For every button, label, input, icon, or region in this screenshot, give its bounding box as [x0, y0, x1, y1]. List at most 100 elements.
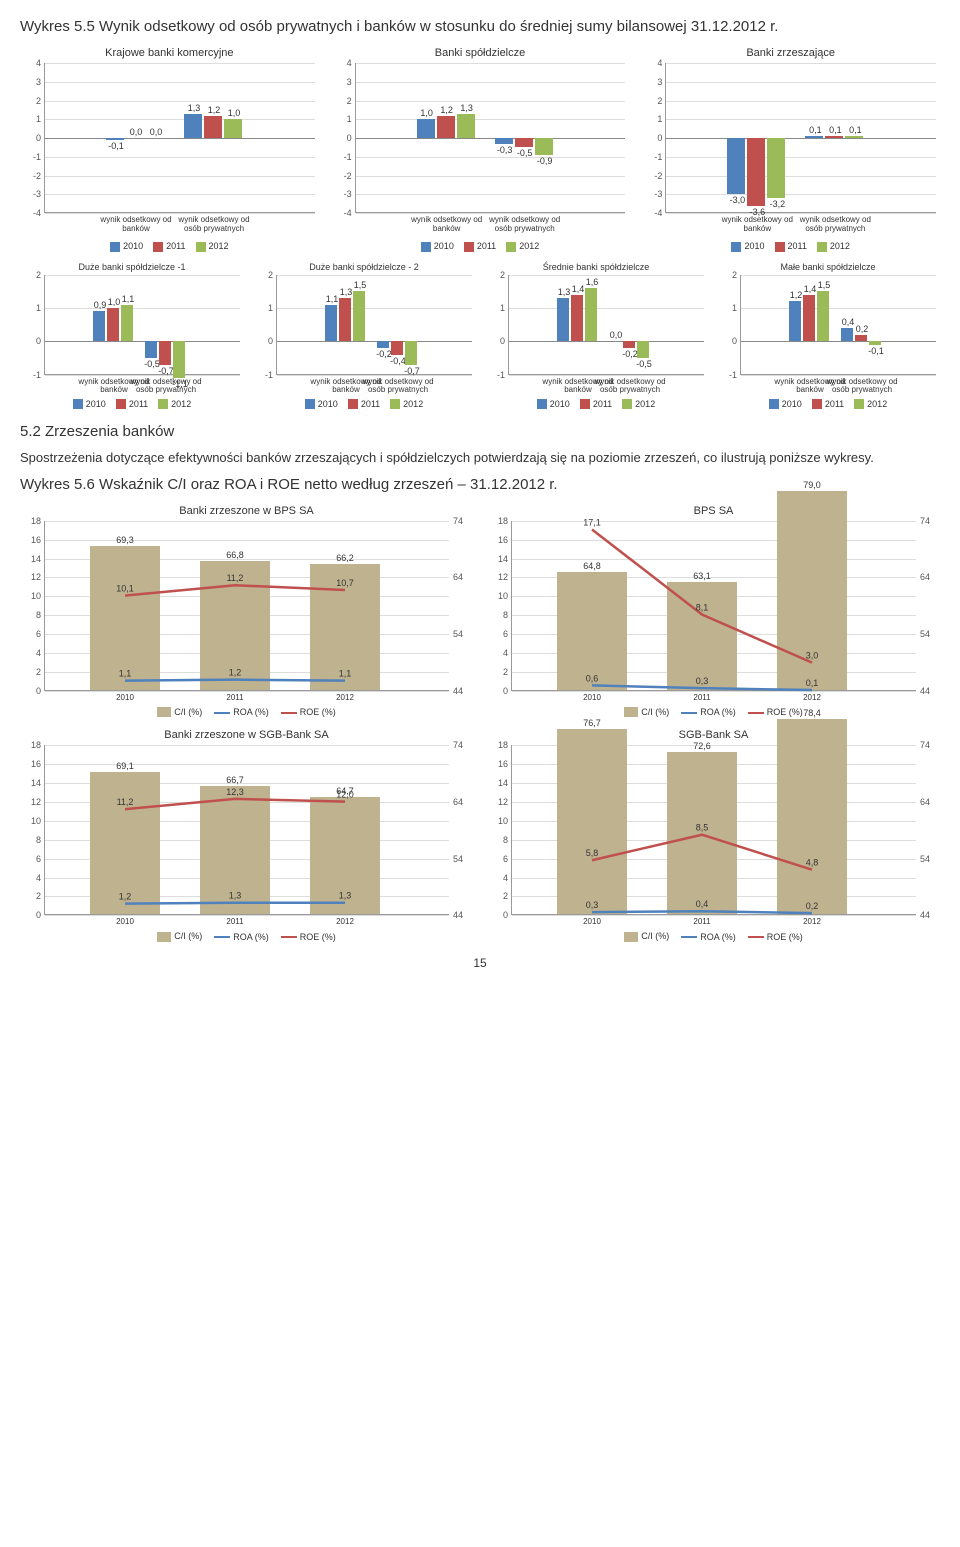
chart-title: Krajowe banki komercyjne — [20, 47, 319, 59]
roa-line — [592, 912, 812, 914]
x-category-label: wynik odsetkowy od osób prywatnych — [126, 378, 206, 396]
chart-title: Średnie banki spółdzielcze — [484, 262, 708, 272]
roe-line-value: 5,8 — [586, 849, 599, 859]
roa-line-value: 0,4 — [696, 900, 709, 910]
wykres-5-6-title: Wykres 5.6 Wskaźnik C/I oraz ROA i ROE n… — [20, 476, 940, 493]
bar — [585, 288, 597, 341]
bar — [571, 295, 583, 342]
roa-line-value: 0,3 — [696, 676, 709, 686]
roe-line — [125, 585, 345, 595]
bar — [845, 136, 863, 138]
bar — [405, 341, 417, 364]
bar — [457, 114, 475, 138]
bar — [637, 341, 649, 358]
bar-value-label: -0,7 — [158, 366, 174, 376]
chart-title: Duże banki spółdzielcze - 2 — [252, 262, 476, 272]
bar-value-label: 1,0 — [420, 108, 433, 118]
section-5-2-heading: 5.2 Zrzeszenia banków — [20, 423, 940, 440]
bar — [515, 138, 533, 147]
year-label: 2011 — [195, 918, 275, 927]
bar — [353, 291, 365, 341]
bar-value-label: 1,2 — [790, 290, 803, 300]
bar-value-label: 1,6 — [586, 277, 599, 287]
bar-value-label: -0,1 — [108, 141, 124, 151]
year-label: 2011 — [662, 918, 742, 927]
bar — [855, 335, 867, 342]
ci-value-label: 79,0 — [803, 480, 821, 490]
roa-line-value: 1,3 — [229, 891, 242, 901]
roe-line-value: 11,2 — [117, 798, 134, 808]
year-legend: 201020112012 — [716, 399, 940, 410]
bar — [224, 119, 242, 138]
combo-legend: C/I (%)ROA (%)ROE (%) — [487, 931, 940, 942]
roe-line-value: 8,5 — [696, 823, 709, 833]
roe-line — [592, 529, 812, 662]
bar-value-label: -3,2 — [770, 199, 786, 209]
bar-value-label: -0,4 — [390, 356, 406, 366]
bar — [767, 138, 785, 198]
roa-line-value: 0,6 — [586, 673, 599, 683]
roa-line-value: 0,3 — [586, 901, 599, 911]
bar-value-label: -0,5 — [517, 148, 533, 158]
bar — [535, 138, 553, 155]
bar — [173, 341, 185, 378]
x-category-label: wynik odsetkowy od osób prywatnych — [822, 378, 902, 396]
chart-title: Banki spółdzielcze — [331, 47, 630, 59]
year-label: 2010 — [85, 918, 165, 927]
x-category-label: wynik odsetkowy od banków — [407, 216, 487, 234]
bar-value-label: 1,2 — [440, 105, 453, 115]
row3-container: Krajowe banki komercyjne-4-3-2-101234-0,… — [20, 47, 940, 252]
page-number: 15 — [20, 956, 940, 970]
bar-value-label: 1,0 — [228, 108, 241, 118]
bar-value-label: 1,4 — [804, 284, 817, 294]
bar-value-label: 1,5 — [354, 280, 367, 290]
roe-line-value: 11,2 — [227, 573, 244, 583]
year-label: 2012 — [772, 694, 852, 703]
bar-value-label: -0,9 — [537, 156, 553, 166]
chart-title: Banki zrzeszone w SGB-Bank SA — [20, 729, 473, 741]
bar-value-label: -0,7 — [404, 366, 420, 376]
bar — [159, 341, 171, 364]
section-5-2-body: Spostrzeżenia dotyczące efektywności ban… — [20, 448, 940, 468]
chart-title: BPS SA — [487, 505, 940, 517]
bar — [495, 138, 513, 144]
combo-row-1: Banki zrzeszone w BPS SA0246810121416184… — [20, 505, 940, 718]
bar — [869, 341, 881, 344]
year-label: 2011 — [195, 694, 275, 703]
bar — [789, 301, 801, 341]
year-legend: 201020112012 — [484, 399, 708, 410]
bar — [727, 138, 745, 194]
bar-value-label: -0,5 — [636, 359, 652, 369]
chart-title: SGB-Bank SA — [487, 729, 940, 741]
bar-value-label: 1,1 — [326, 294, 339, 304]
year-legend: 201020112012 — [252, 399, 476, 410]
bar-value-label: 1,3 — [188, 103, 201, 113]
combo-legend: C/I (%)ROA (%)ROE (%) — [20, 931, 473, 942]
roa-line-value: 0,1 — [806, 678, 819, 688]
roa-line-value: 0,2 — [806, 901, 819, 911]
x-category-label: wynik odsetkowy od banków — [717, 216, 797, 234]
bar-value-label: 1,3 — [460, 103, 473, 113]
bar — [623, 341, 635, 348]
chart-title: Banki zrzeszone w BPS SA — [20, 505, 473, 517]
x-category-label: wynik odsetkowy od osób prywatnych — [358, 378, 438, 396]
x-category-label: wynik odsetkowy od osób prywatnych — [174, 216, 254, 234]
bar — [841, 328, 853, 341]
bar — [377, 341, 389, 348]
bar — [817, 291, 829, 341]
bar — [204, 116, 222, 139]
bar — [803, 295, 815, 342]
bar-value-label: 0,4 — [842, 317, 855, 327]
x-category-label: wynik odsetkowy od banków — [96, 216, 176, 234]
combo-legend: C/I (%)ROA (%)ROE (%) — [20, 707, 473, 718]
bar-value-label: 0,0 — [130, 127, 143, 137]
bar — [339, 298, 351, 341]
roa-line-value: 1,1 — [119, 668, 132, 678]
roe-line-value: 12,3 — [226, 787, 244, 797]
combo-row-2: Banki zrzeszone w SGB-Bank SA02468101214… — [20, 729, 940, 942]
bar-value-label: 0,0 — [610, 330, 623, 340]
row4-container: Duże banki spółdzielcze -1-10120,91,01,1… — [20, 262, 940, 410]
bar-value-label: 1,2 — [208, 105, 221, 115]
bar-value-label: 0,2 — [856, 324, 869, 334]
roe-line-value: 3,0 — [806, 650, 819, 660]
